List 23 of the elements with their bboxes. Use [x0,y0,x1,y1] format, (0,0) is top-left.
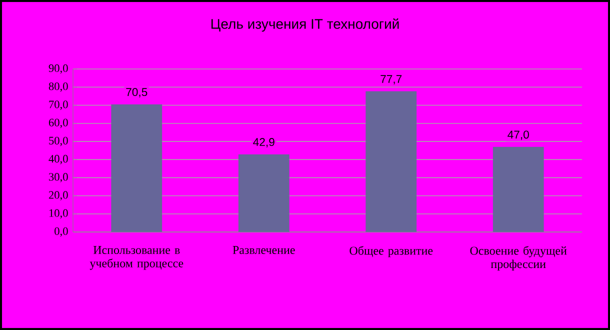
y-tick-label: 40,0 [48,154,68,164]
x-tick-label: Использование в учебном процессе [90,246,184,270]
data-label: 70,5 [126,88,148,98]
x-tick-label: Развлечение [232,246,295,254]
y-tick-label: 30,0 [49,173,68,182]
x-tick-label: Освоение будущей профессии [470,246,567,271]
y-tick-label: 80,0 [48,82,68,92]
data-label: 47,0 [508,130,529,140]
y-tick-label: 90,0 [48,64,68,74]
data-label: 42,9 [253,138,274,148]
y-tick-label: 60,0 [48,118,68,128]
bar [366,91,417,232]
x-tick-label: Общее развитие [350,246,433,258]
y-tick-label: 20,0 [48,191,68,200]
y-tick-label: 50,0 [49,136,68,146]
bar [111,104,162,232]
bar [238,154,290,232]
y-tick-label: 70,0 [49,100,68,110]
y-tick-label: 10,0 [49,209,68,219]
y-tick-label: 0,0 [54,227,68,237]
bar [492,146,544,232]
data-label: 77,7 [380,75,402,84]
chart-title: Цель изучения IT технологий [211,18,399,32]
